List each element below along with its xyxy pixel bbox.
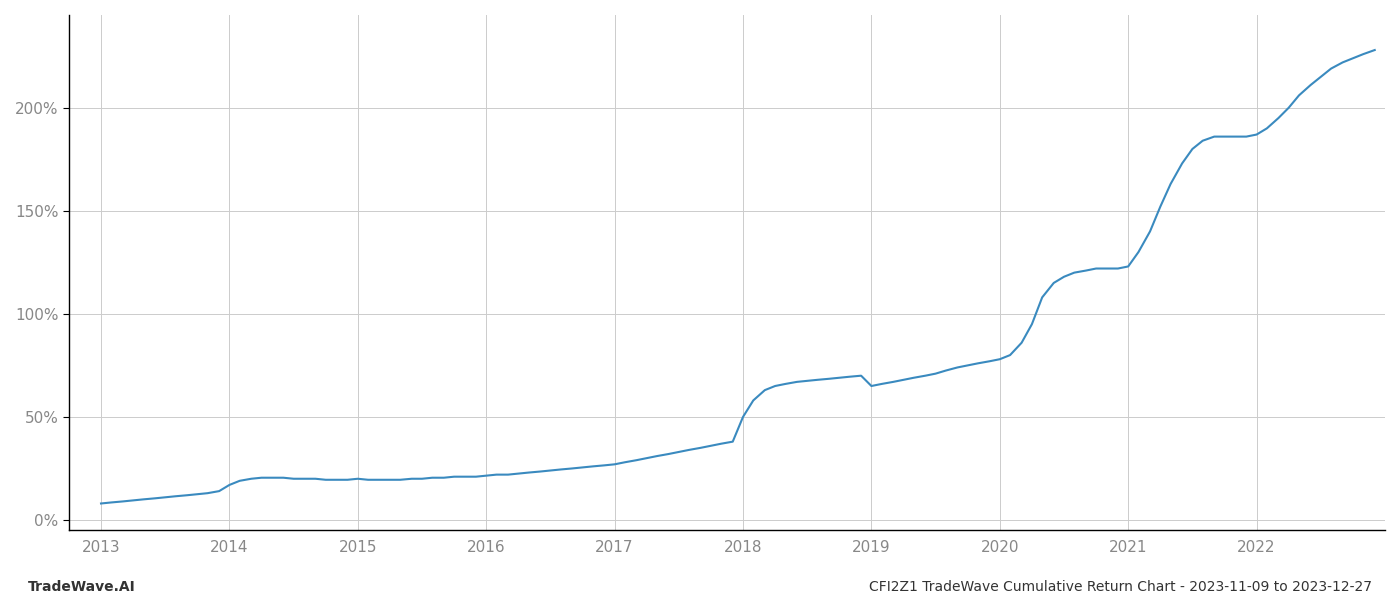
Text: CFI2Z1 TradeWave Cumulative Return Chart - 2023-11-09 to 2023-12-27: CFI2Z1 TradeWave Cumulative Return Chart… bbox=[869, 580, 1372, 594]
Text: TradeWave.AI: TradeWave.AI bbox=[28, 580, 136, 594]
